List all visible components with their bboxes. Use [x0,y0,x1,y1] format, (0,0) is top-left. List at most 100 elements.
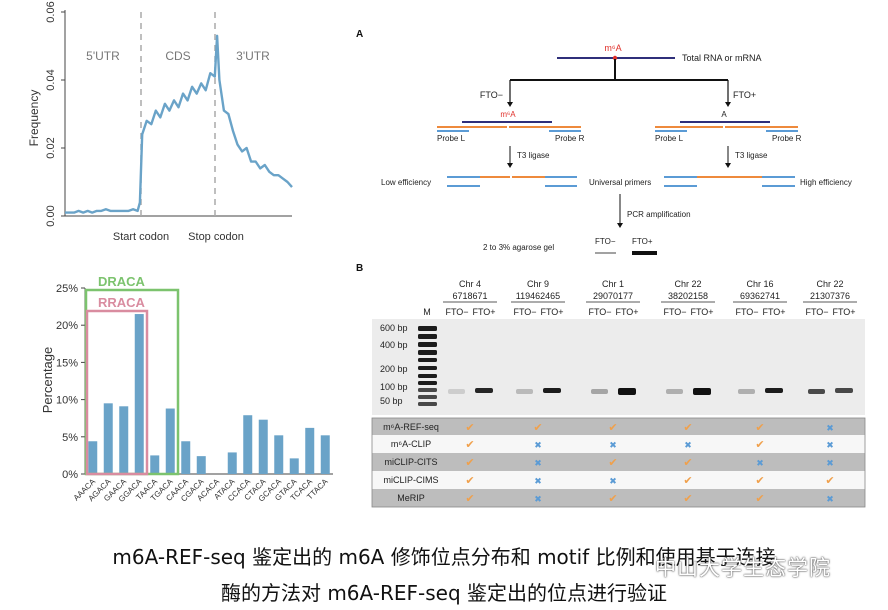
ladder-band [418,350,437,355]
check-icon: ✔ [465,422,474,434]
table-row [372,471,865,489]
lane-label-fto-minus: FTO− [663,307,686,317]
ladder-band [418,358,437,362]
y-axis-label: Frequency [27,90,41,147]
bar-gaaca [119,406,129,474]
lane-label-fto-minus: FTO− [588,307,611,317]
region-label-3utr: 3'UTR [236,49,270,63]
ladder-band [418,326,437,331]
ladder-lane [418,326,437,406]
method-label: m⁶A-CLIP [391,439,431,449]
validation-table: m⁶A-REF-seq ✔ ✔ ✔ ✔ ✔ ✖ m⁶A-CLIP ✔ ✖ ✖ ✖ ✔ ✖ miCLIP-CI… [371,417,866,508]
panel-b-validation: B M Chr 4 6718671 FTO− FTO+ Chr 9 119462465 FT… [356,263,866,508]
fto-plus-label: FTO+ [733,90,756,100]
ladder-label: 200 bp [380,364,408,374]
locus-chr: Chr 22 [674,279,701,289]
y-tick-label: 0.00 [45,205,57,226]
ladder-label: 50 bp [380,396,403,406]
t3-ligase-right: T3 ligase [735,151,768,160]
figure-caption-line-2: 酶的方法对 m6A-REF-seq 鉴定出的位点进行验证 [220,581,668,605]
m6a-top-label: m⁶A [604,43,621,53]
band-fto-minus [516,389,533,394]
bar-gtaca [289,458,299,474]
y-tick-label: 10% [56,395,78,407]
cross-icon: ✖ [534,476,542,486]
table-row [372,453,865,471]
bar-ttaca [320,435,330,474]
check-icon: ✔ [755,493,764,505]
probe-r-label-left: Probe R [555,134,585,143]
locus-chr: Chr 16 [746,279,773,289]
band-fto-minus [738,389,755,394]
rraca-label: RRACA [98,295,146,310]
table-row [372,418,865,436]
region-label-5utr: 5'UTR [86,49,120,63]
bars [88,314,330,474]
bar-ggaca [134,314,144,474]
check-icon: ✔ [608,493,617,505]
high-efficiency-label: High efficiency [800,178,852,187]
m6a-left-label: m⁶A [500,110,516,119]
locus-position: 21307376 [810,291,850,301]
locus-position: 29070177 [593,291,633,301]
bar-aaaca [88,441,98,474]
check-icon: ✔ [755,475,764,487]
cross-icon: ✖ [826,494,834,504]
check-icon: ✔ [683,493,692,505]
cross-icon: ✖ [684,440,692,450]
ladder-label: 600 bp [380,323,408,333]
lane-label-fto-minus: FTO− [513,307,536,317]
ladder-band [418,395,437,399]
bar-tcaca [305,427,315,474]
locus-position: 69362741 [740,291,780,301]
check-icon: ✔ [683,475,692,487]
band-fto-minus [808,389,825,394]
low-efficiency-label: Low efficiency [381,178,431,187]
lane-label-fto-plus: FTO+ [472,307,495,317]
method-label: miCLIP-CITS [384,457,437,467]
lane-label-fto-plus: FTO+ [615,307,638,317]
band-fto-plus [543,388,561,393]
y-tick-label: 0.04 [45,69,57,90]
band-fto-minus [448,389,465,394]
lane-label-fto-plus: FTO+ [690,307,713,317]
y-ticks: 0% 5% 10% 15% 20% 25% [56,283,85,481]
y-tick-label: 0.02 [45,137,57,158]
arrowhead-right [725,102,731,107]
panel-b-label: B [356,263,363,274]
bar-taaca [150,455,160,474]
lane-label-fto-minus: FTO− [735,307,758,317]
arrowhead [507,163,513,168]
panel-a-schematic: A m⁶A Total RNA or mRNA FTO− FTO+ m⁶A Pr… [356,29,852,255]
check-icon: ✔ [683,457,692,469]
check-icon: ✔ [465,457,474,469]
ladder-band [418,381,437,385]
check-icon: ✔ [825,475,834,487]
bar-tgaca [165,408,175,474]
arrowhead [617,223,623,228]
universal-primers-label: Universal primers [589,178,651,187]
cross-icon: ✖ [826,423,834,433]
x-tick-labels: AAACAAGACAGAACAGGACATAACATGACACAACACGACA… [72,477,331,504]
band-fto-minus [591,389,608,394]
gel-image [372,319,865,415]
band-fto-plus [835,388,853,393]
panel-a-label: A [356,29,363,40]
method-label: miCLIP-CIMS [383,475,438,485]
ladder-label: 400 bp [380,340,408,350]
motif-percentage-chart: 0% 5% 10% 15% 20% 25% Percentage AAACAAGACAGA… [40,274,333,504]
locus-position: 38202158 [668,291,708,301]
cross-icon: ✖ [609,440,617,450]
y-tick-label: 15% [56,357,78,369]
ladder-band [418,342,437,347]
check-icon: ✔ [465,475,474,487]
check-icon: ✔ [533,422,542,434]
lane-label-fto-plus: FTO+ [540,307,563,317]
gel-fto-minus: FTO− [595,237,616,246]
locus-position: 119462465 [516,291,560,301]
y-tick-label: 0.06 [45,1,57,22]
cross-icon: ✖ [534,440,542,450]
band-fto-plus [765,388,783,393]
y-tick-label: 20% [56,320,78,332]
probe-r-label-right: Probe R [772,134,802,143]
